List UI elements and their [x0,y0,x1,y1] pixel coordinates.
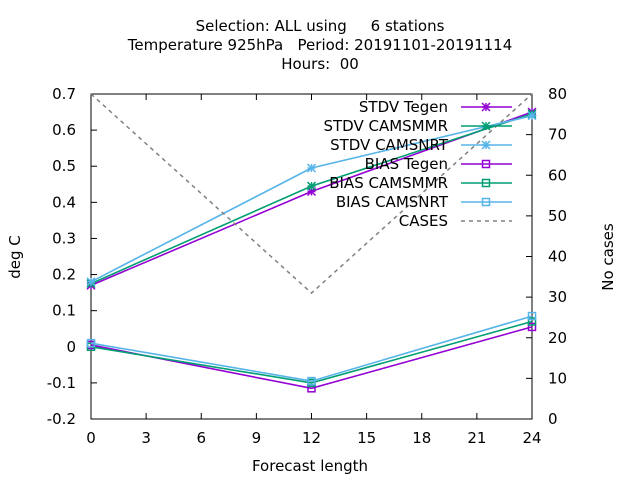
series-5-point [307,376,316,386]
y2-tick-label: 40 [548,248,567,266]
y2-axis-label: No cases [599,223,617,291]
y-tick-label: 0.2 [52,266,76,284]
legend-label: BIAS CAMSMMR [329,174,448,192]
y2-tick-label: 80 [548,85,567,103]
y-tick-label: 0.1 [52,302,76,320]
y-tick-label: 0 [66,338,76,356]
y-tick-label: 0.7 [52,85,76,103]
y2-tick-label: 50 [548,207,567,225]
legend-label: BIAS Tegen [365,155,448,173]
x-tick-label: 12 [302,429,321,447]
series-2-point [86,277,96,287]
series-line-5 [90,315,533,382]
x-axis-label: Forecast length [252,457,368,475]
legend-marker [481,102,491,112]
chart-title-line-3: Hours: 00 [281,55,359,73]
x-tick-label: 9 [252,429,262,447]
y2-tick-label: 30 [548,288,567,306]
x-tick-label: 0 [86,429,96,447]
legend-label: STDV CAMSNRT [330,136,449,154]
legend-label: CASES [399,212,448,230]
x-tick-label: 18 [412,429,431,447]
series-2-point [306,163,317,173]
x-tick-label: 15 [357,429,376,447]
y-tick-label: -0.1 [47,374,76,392]
series-5-point [527,311,537,321]
y-tick-label: -0.2 [47,410,76,428]
y2-tick-label: 0 [548,410,558,428]
y-tick-label: 0.5 [52,157,76,175]
legend-label: BIAS CAMSNRT [336,193,449,211]
x-tick-label: 24 [522,429,541,447]
series-5-point [86,338,96,348]
series-2-point [527,111,537,121]
chart-title-line-2: Temperature 925hPa Period: 20191101-2019… [127,36,513,54]
series-line-1 [90,113,533,285]
series-line-0 [90,111,533,287]
legend-marker [481,178,491,188]
legend-marker [481,121,491,131]
x-tick-label: 21 [467,429,486,447]
legend-marker [481,159,491,169]
y2-tick-label: 60 [548,166,567,184]
y-axis-label: deg C [6,235,24,279]
legend-label: STDV CAMSMMR [323,117,448,135]
y-tick-label: 0.6 [52,121,76,139]
y-tick-label: 0.3 [52,229,76,247]
series-3-point [527,322,537,332]
x-tick-label: 3 [141,429,151,447]
legend-marker [481,197,491,207]
x-tick-label: 6 [196,429,206,447]
y2-tick-label: 20 [548,329,567,347]
y2-tick-label: 70 [548,126,567,144]
legend-label: STDV Tegen [359,98,448,116]
y2-tick-label: 10 [548,369,567,387]
series-line-4 [90,320,533,384]
y-tick-label: 0.4 [52,193,76,211]
chart-title-line-1: Selection: ALL using 6 stations [195,17,445,35]
series-line-6 [90,93,533,295]
series-4-point [527,317,537,326]
legend-marker [481,140,491,150]
series-1-point [306,181,317,191]
